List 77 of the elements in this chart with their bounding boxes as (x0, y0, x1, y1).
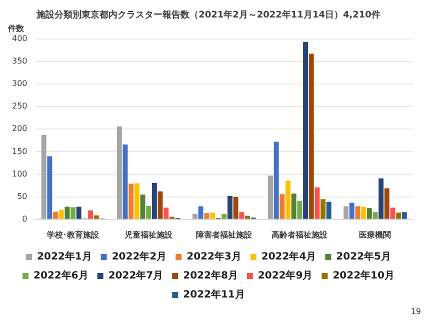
bar (280, 194, 285, 219)
legend-label: 2022年10月 (332, 270, 394, 282)
legend-label: 2022年8月 (183, 270, 238, 282)
bar (396, 212, 402, 219)
bar (291, 194, 296, 219)
bar (378, 178, 384, 219)
chart-title: 施設分類別東京都内クラスター報告数（2021年2月～2022年11月14日）4,210件 (36, 10, 380, 21)
bar (268, 176, 273, 219)
bar (303, 42, 308, 219)
bar (192, 214, 198, 219)
bar (239, 212, 244, 219)
bar (402, 212, 407, 219)
bar (227, 196, 232, 219)
y-tick-label: 200 (12, 124, 28, 134)
bar (361, 206, 366, 219)
bar (41, 134, 46, 219)
bar (320, 199, 326, 219)
bar (116, 126, 122, 219)
legend-label: 2022年9月 (258, 270, 313, 282)
y-tick-label: 0 (22, 214, 28, 224)
bar (134, 183, 140, 219)
y-tick-label: 250 (12, 102, 28, 111)
legend-label: 2022年2月 (112, 250, 167, 263)
bar (308, 54, 314, 219)
bar (245, 216, 250, 219)
bar (47, 156, 52, 219)
x-tick-label: 障害者福祉施設 (196, 229, 254, 240)
bar (204, 213, 210, 219)
text: 19 (410, 307, 421, 316)
legend-label: 2022年6月 (34, 270, 88, 282)
bar (366, 208, 372, 219)
bar (198, 206, 204, 219)
y-tick-label: 400 (12, 34, 28, 43)
bar (314, 187, 320, 219)
bar (297, 200, 302, 219)
y-tick-label: 300 (12, 79, 28, 88)
legend-label: 2022年11月 (183, 288, 245, 301)
y-axis-title: 件数 (7, 24, 25, 33)
legend-label: 2022年3月 (186, 250, 242, 263)
x-tick-label: 学校･教育施設 (47, 229, 100, 240)
bar (94, 215, 99, 219)
x-tick-label: 児童福祉施設 (124, 229, 174, 240)
bar (152, 182, 157, 219)
bar (88, 210, 94, 219)
bar (390, 208, 396, 219)
bar (146, 206, 152, 219)
legend-label: 2022年5月 (336, 250, 391, 263)
bar (355, 206, 360, 219)
bar (384, 188, 390, 219)
legend-label: 2022年1月 (37, 250, 92, 263)
bar (274, 142, 279, 219)
bar (128, 184, 134, 219)
bar (222, 214, 227, 219)
bar (286, 180, 290, 219)
y-tick-label: 50 (17, 192, 28, 201)
legend-label: 2022年7月 (108, 270, 164, 282)
bar (164, 208, 169, 219)
bar (140, 194, 146, 219)
bar (58, 210, 64, 219)
y-tick-label: 100 (12, 169, 28, 178)
x-tick-label: 高齢者福祉施設 (272, 229, 329, 240)
bar (233, 196, 238, 219)
legend-label: 2022年4月 (261, 250, 316, 263)
bar (76, 206, 82, 219)
bar (64, 206, 70, 219)
y-tick-label: 150 (12, 146, 28, 156)
bar (326, 202, 332, 219)
bar (53, 212, 58, 219)
x-tick-label: 医療機関 (359, 229, 392, 240)
bar (349, 202, 354, 219)
bar (372, 212, 378, 219)
y-tick-label: 350 (12, 56, 28, 66)
bar (210, 212, 215, 219)
bar (70, 207, 76, 219)
bar (122, 144, 128, 219)
bar (344, 206, 349, 219)
bar (158, 191, 163, 219)
